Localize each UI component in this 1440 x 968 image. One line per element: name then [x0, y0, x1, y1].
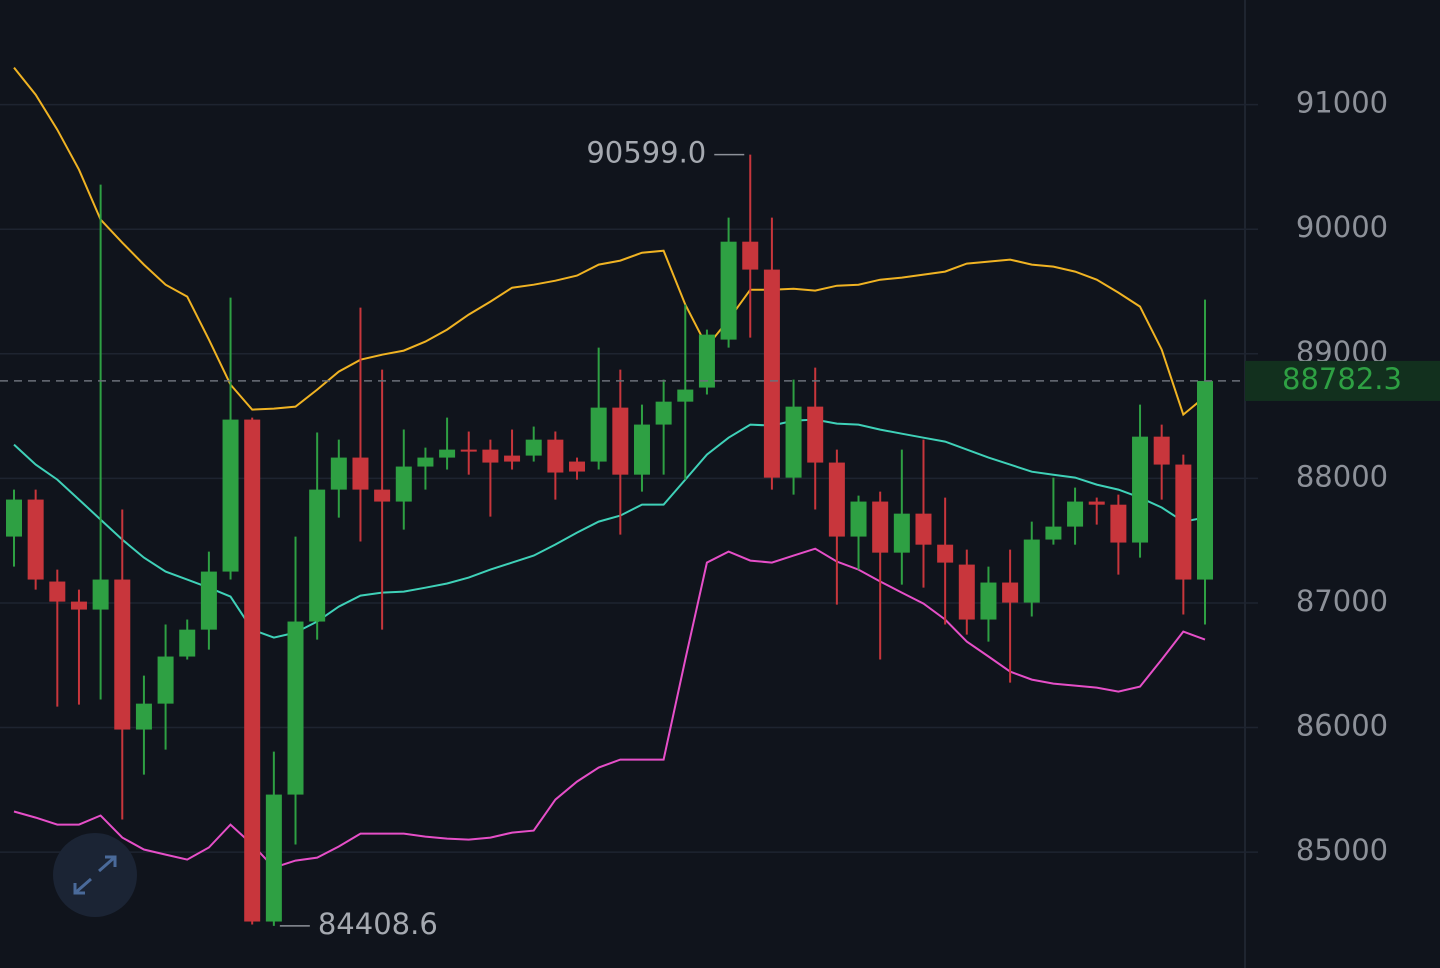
expand-icon — [73, 855, 117, 895]
band-line — [13, 66, 1206, 417]
annotation-label: 84408.6 — [318, 907, 438, 941]
candle-body — [785, 406, 802, 478]
candle-body — [222, 419, 239, 572]
candle-body — [6, 499, 22, 537]
candle-body — [763, 269, 780, 478]
candle-body — [677, 389, 694, 402]
candle-body — [807, 406, 824, 463]
candle-body — [720, 241, 737, 340]
candle-body — [309, 489, 326, 622]
candle-body — [200, 571, 217, 630]
y-tick-label: 88000 — [1296, 459, 1388, 493]
candle-body — [742, 241, 759, 270]
last-price-label: 88782.3 — [1282, 362, 1402, 396]
candle-body — [850, 501, 867, 537]
candle-body — [374, 489, 391, 502]
candle-body — [179, 629, 196, 657]
candle-body — [547, 439, 564, 473]
candle-body — [1110, 504, 1127, 543]
candle-body — [417, 457, 434, 467]
candle-body — [633, 424, 650, 475]
candle-body — [893, 513, 910, 553]
candle-body — [482, 449, 499, 463]
candle-body — [937, 544, 954, 563]
y-tick-label: 86000 — [1296, 709, 1388, 743]
candle-body — [1045, 526, 1062, 540]
candle-body — [698, 334, 715, 388]
band-line — [13, 547, 1206, 869]
last-price-box — [1245, 360, 1440, 401]
candle-body — [655, 401, 672, 425]
candle-body — [287, 621, 304, 795]
candle-body — [114, 579, 131, 730]
candle-body — [49, 581, 66, 602]
candle-body — [157, 656, 174, 704]
expand-button-bg[interactable] — [53, 833, 137, 917]
candle-body — [569, 461, 586, 472]
candle-body — [439, 449, 456, 458]
candle-body — [872, 501, 889, 553]
expand-button[interactable] — [53, 833, 137, 917]
candle-body — [1088, 501, 1105, 505]
candle-body — [460, 449, 477, 452]
candle-body — [244, 419, 261, 922]
candle-body — [1197, 380, 1213, 580]
candle-body — [1153, 436, 1170, 465]
candle-body — [70, 601, 87, 610]
candle-body — [1067, 501, 1084, 527]
y-tick-label: 90000 — [1296, 210, 1388, 244]
candle-body — [330, 457, 347, 490]
candle-body — [92, 579, 109, 610]
candle-body — [915, 513, 932, 545]
annotation-label: 90599.0 — [586, 136, 706, 170]
candle-body — [395, 466, 412, 502]
candle-body — [958, 564, 975, 620]
candle-body — [504, 455, 521, 462]
candle-body — [135, 703, 152, 730]
candle-body — [1002, 582, 1019, 603]
candle-body — [1023, 539, 1040, 603]
candle-body — [980, 582, 997, 620]
candle-body — [1175, 464, 1192, 580]
y-tick-label: 91000 — [1296, 86, 1388, 120]
candle-body — [265, 794, 282, 922]
candle-body — [352, 457, 369, 490]
candle-body — [590, 407, 607, 462]
candle-body — [27, 499, 44, 580]
y-tick-label: 85000 — [1296, 833, 1388, 867]
candle-body — [1132, 436, 1149, 543]
y-tick-label: 87000 — [1296, 584, 1388, 618]
candle-body — [828, 462, 845, 537]
candle-body — [612, 407, 629, 475]
candle-body — [525, 439, 542, 456]
